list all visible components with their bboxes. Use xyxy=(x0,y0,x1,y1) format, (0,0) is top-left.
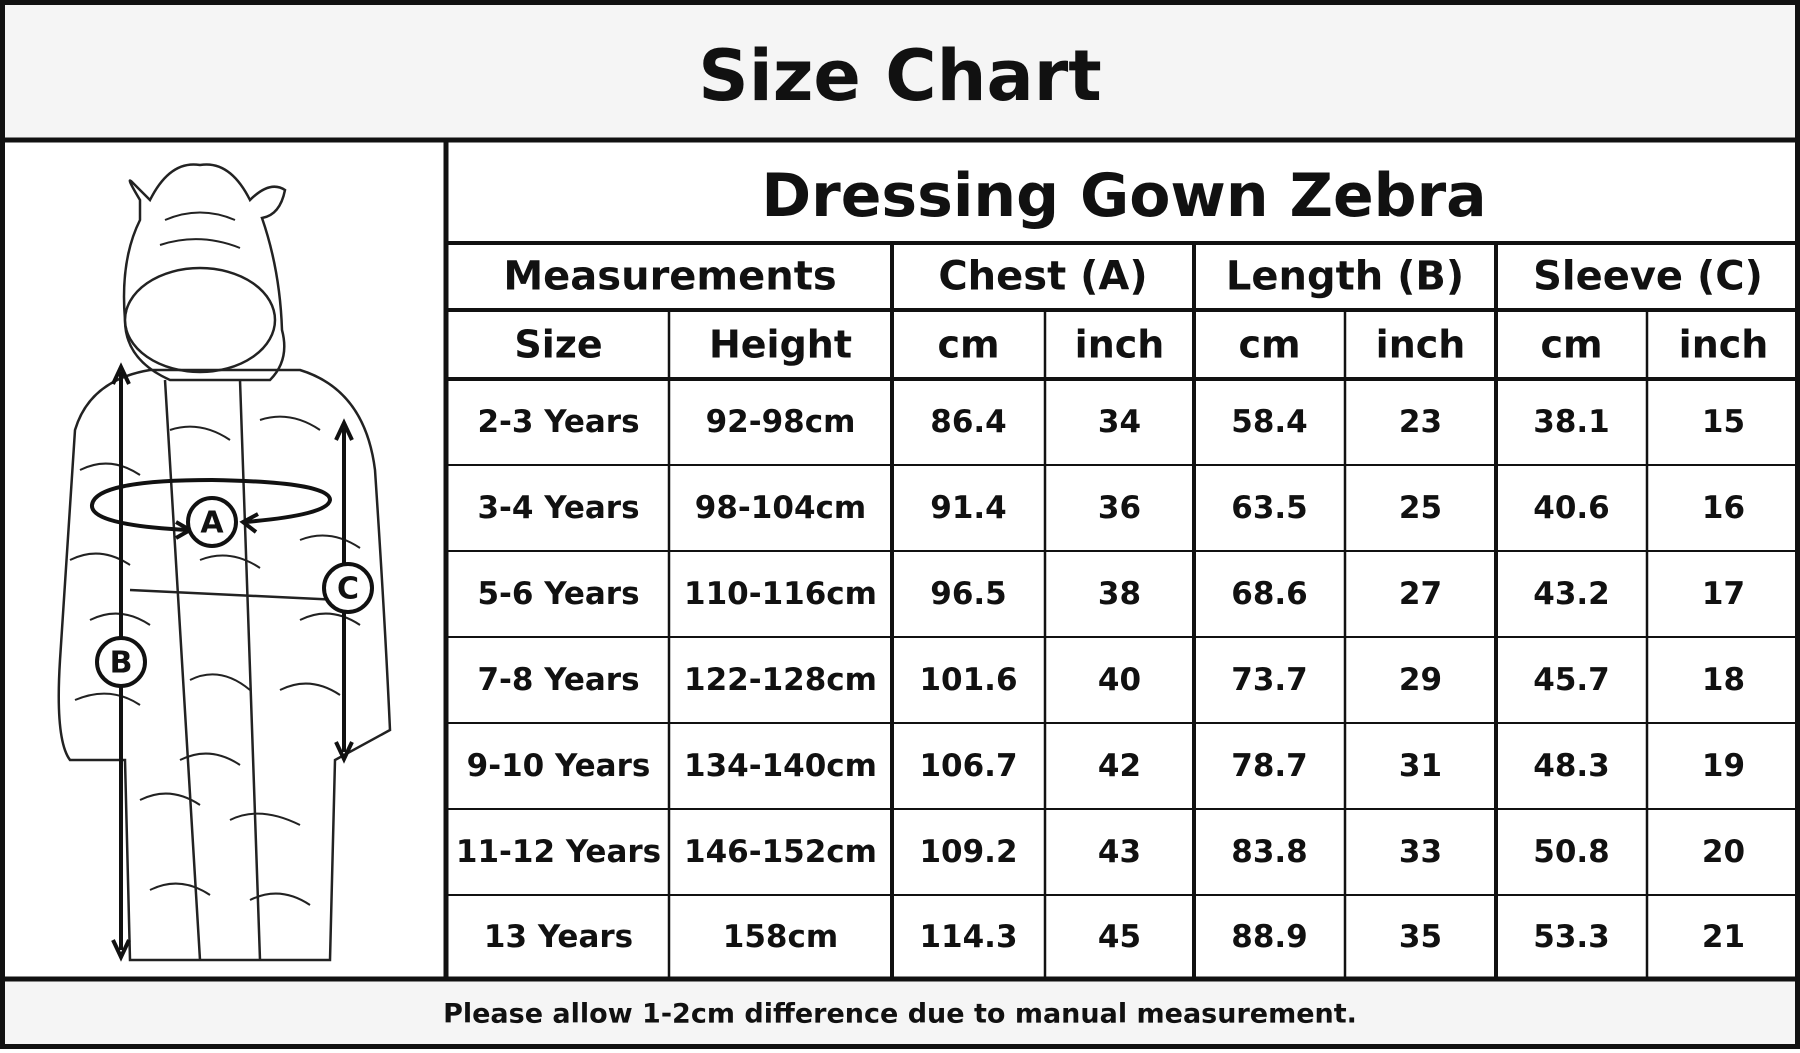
table-cell: 31 xyxy=(1399,748,1442,784)
table-cell: 18 xyxy=(1702,662,1745,698)
table-cell: 101.6 xyxy=(919,662,1017,698)
table-cell: 43 xyxy=(1098,834,1141,870)
table-cell: 68.6 xyxy=(1231,576,1308,612)
column-header: cm xyxy=(937,323,999,367)
column-header: inch xyxy=(1679,323,1769,367)
table-cell: 27 xyxy=(1399,576,1442,612)
group-header: Sleeve (C) xyxy=(1533,254,1763,300)
table-cell: 98-104cm xyxy=(695,490,866,526)
column-header: cm xyxy=(1540,323,1602,367)
table-cell: 43.2 xyxy=(1533,576,1610,612)
table-cell: 34 xyxy=(1098,404,1141,440)
table-cell: 29 xyxy=(1399,662,1442,698)
table-cell: 33 xyxy=(1399,834,1442,870)
table-cell: 45.7 xyxy=(1533,662,1610,698)
table-cell: 38 xyxy=(1098,576,1141,612)
table-cell: 11-12 Years xyxy=(456,834,661,870)
table-cell: 106.7 xyxy=(919,748,1017,784)
table-cell: 91.4 xyxy=(930,490,1007,526)
footer-note: Please allow 1-2cm difference due to man… xyxy=(443,999,1357,1030)
zebra-gown-illustration xyxy=(57,163,392,962)
table-cell: 42 xyxy=(1098,748,1141,784)
table-cell: 88.9 xyxy=(1231,919,1308,955)
table-cell: 45 xyxy=(1098,919,1141,955)
table-cell: 73.7 xyxy=(1231,662,1308,698)
table-cell: 35 xyxy=(1399,919,1442,955)
table-cell: 96.5 xyxy=(930,576,1007,612)
figure-label: B xyxy=(110,646,133,681)
table-cell: 158cm xyxy=(723,919,838,955)
column-header: Size xyxy=(514,323,602,367)
table-cell: 15 xyxy=(1702,404,1745,440)
figure-label: A xyxy=(200,506,224,541)
table-cell: 63.5 xyxy=(1231,490,1308,526)
table-cell: 13 Years xyxy=(484,919,633,955)
group-header: Chest (A) xyxy=(938,254,1147,300)
table-cell: 21 xyxy=(1702,919,1745,955)
footer-band xyxy=(0,979,1800,1049)
table-cell: 40 xyxy=(1098,662,1141,698)
table-cell: 109.2 xyxy=(919,834,1017,870)
table-cell: 92-98cm xyxy=(706,404,856,440)
table-cell: 146-152cm xyxy=(684,834,877,870)
table-cell: 38.1 xyxy=(1533,404,1610,440)
table-cell: 16 xyxy=(1702,490,1745,526)
figure-label: C xyxy=(337,572,359,607)
column-header: inch xyxy=(1376,323,1466,367)
group-header: Measurements xyxy=(503,254,836,300)
table-cell: 48.3 xyxy=(1533,748,1610,784)
table-title: Dressing Gown Zebra xyxy=(761,161,1486,231)
table-cell: 2-3 Years xyxy=(477,404,639,440)
table-cell: 122-128cm xyxy=(684,662,877,698)
group-header: Length (B) xyxy=(1226,254,1464,300)
table-cell: 7-8 Years xyxy=(477,662,639,698)
table-cell: 5-6 Years xyxy=(477,576,639,612)
table-cell: 78.7 xyxy=(1231,748,1308,784)
table-cell: 58.4 xyxy=(1231,404,1308,440)
table-cell: 36 xyxy=(1098,490,1141,526)
table-cell: 40.6 xyxy=(1533,490,1610,526)
title-band xyxy=(0,0,1800,140)
table-cell: 19 xyxy=(1702,748,1745,784)
table-cell: 20 xyxy=(1702,834,1745,870)
table-cell: 9-10 Years xyxy=(467,748,651,784)
table-cell: 83.8 xyxy=(1231,834,1308,870)
table-cell: 50.8 xyxy=(1533,834,1610,870)
table-cell: 134-140cm xyxy=(684,748,877,784)
table-cell: 114.3 xyxy=(919,919,1017,955)
page-title: Size Chart xyxy=(698,35,1101,117)
table-cell: 53.3 xyxy=(1533,919,1610,955)
column-header: cm xyxy=(1238,323,1300,367)
table-cell: 17 xyxy=(1702,576,1745,612)
column-header: inch xyxy=(1075,323,1165,367)
table-cell: 3-4 Years xyxy=(477,490,639,526)
table-cell: 110-116cm xyxy=(684,576,877,612)
column-header: Height xyxy=(709,323,852,367)
table-cell: 86.4 xyxy=(930,404,1007,440)
table-cell: 25 xyxy=(1399,490,1442,526)
table-cell: 23 xyxy=(1399,404,1442,440)
